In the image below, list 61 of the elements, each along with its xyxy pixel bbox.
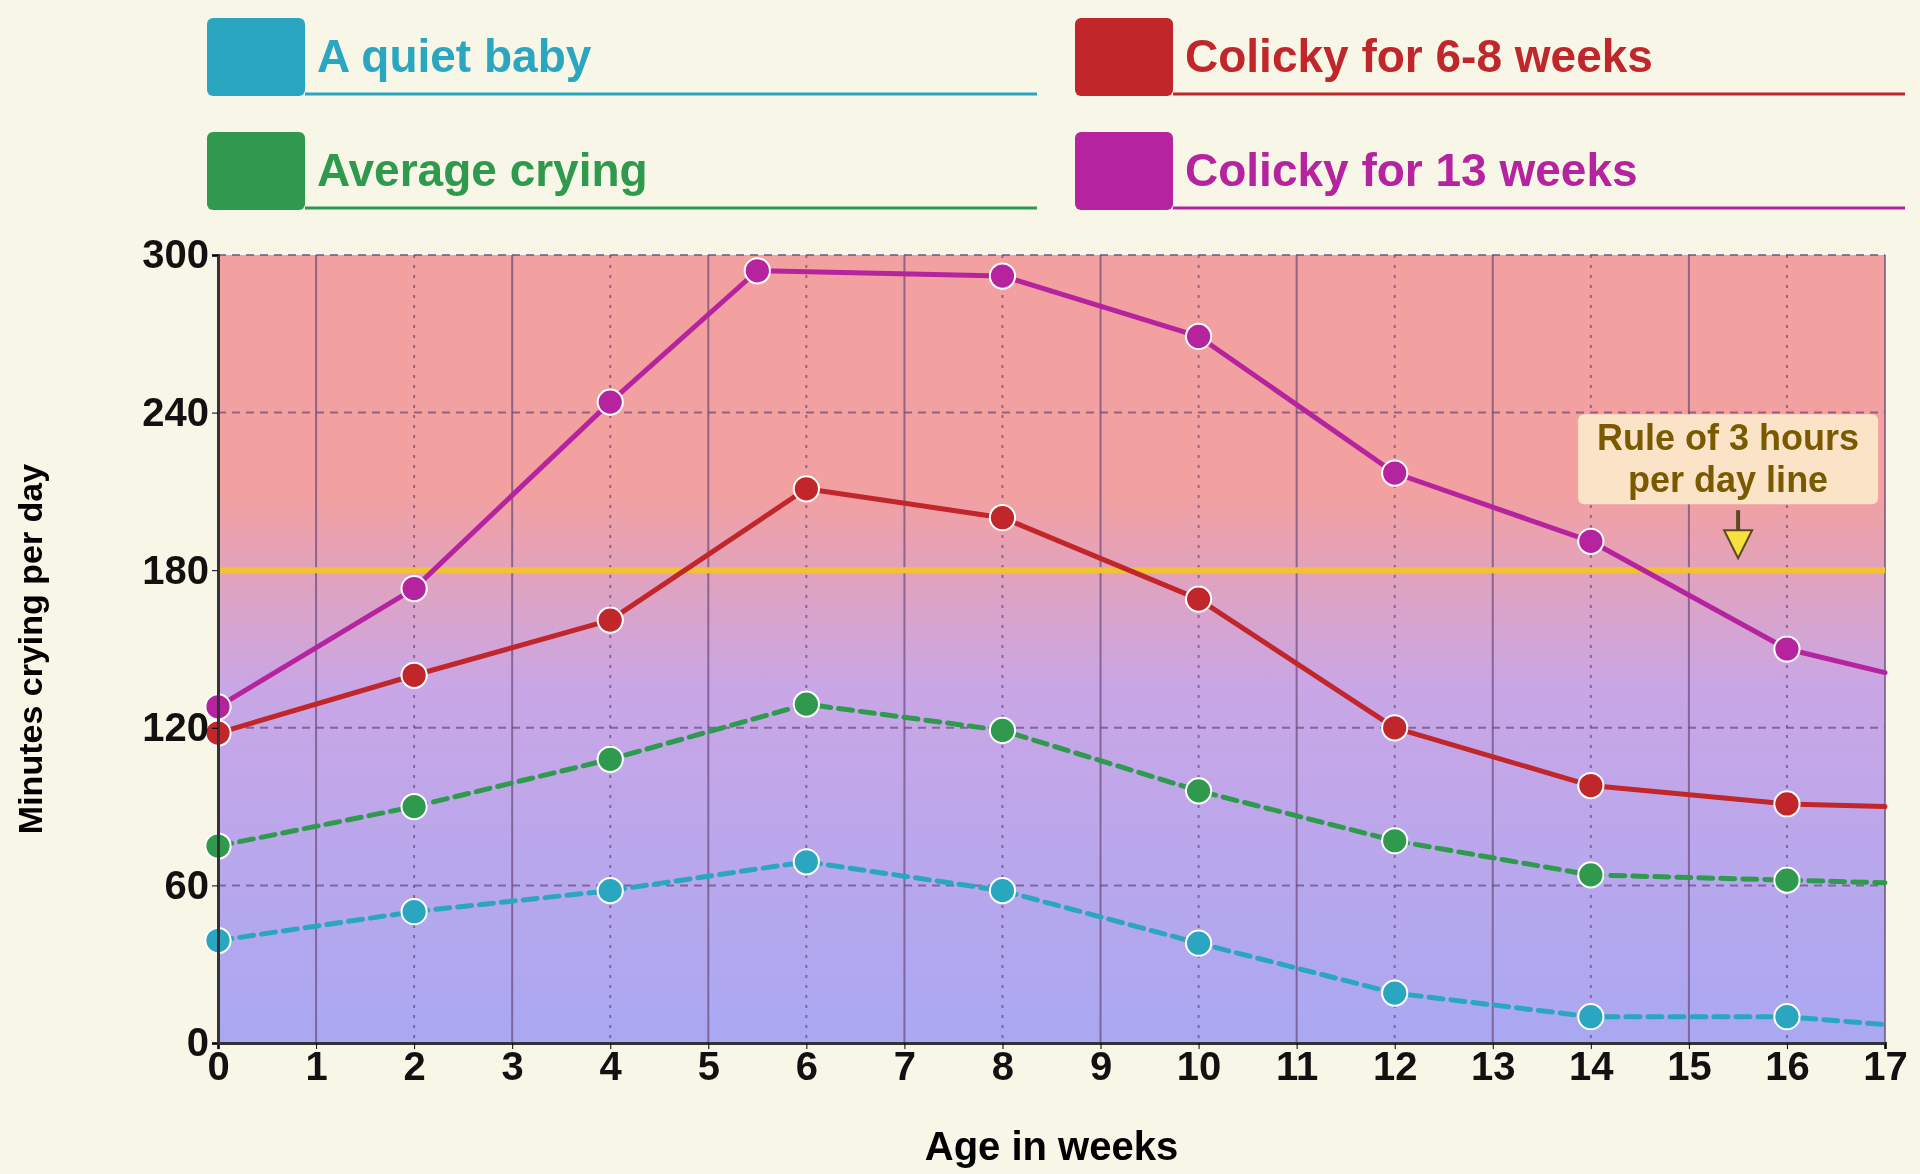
point	[1577, 1003, 1605, 1031]
point	[1184, 322, 1213, 351]
x-tick-label: 5	[697, 1044, 720, 1089]
point	[1381, 714, 1409, 742]
x-tick-label: 7	[893, 1044, 917, 1089]
point	[988, 877, 1017, 905]
point	[988, 262, 1017, 290]
point	[596, 745, 624, 773]
legend-label: A quiet baby	[317, 30, 592, 82]
point	[1577, 527, 1605, 555]
point	[596, 606, 624, 634]
point	[792, 690, 820, 718]
point	[1381, 459, 1409, 487]
x-tick-label: 15	[1667, 1044, 1712, 1089]
x-tick-label: 8	[991, 1044, 1015, 1089]
point	[1773, 790, 1801, 818]
y-tick-label: 180	[142, 547, 209, 592]
point	[400, 793, 428, 821]
point	[1381, 827, 1409, 855]
y-tick-label: 240	[142, 389, 209, 434]
x-tick-label: 3	[501, 1044, 524, 1089]
x-tick-label: 13	[1471, 1044, 1516, 1089]
x-tick-label: 6	[795, 1044, 818, 1089]
x-axis-title: Age in weeks	[924, 1124, 1179, 1168]
point	[400, 898, 428, 926]
point	[792, 475, 820, 503]
point	[1184, 777, 1213, 805]
point	[1184, 585, 1213, 613]
y-tick-label: 60	[164, 862, 209, 907]
point	[1184, 929, 1213, 957]
legend-label: Colicky for 13 weeks	[1185, 144, 1638, 196]
point	[988, 504, 1017, 532]
point	[1773, 866, 1801, 894]
point	[1577, 772, 1605, 800]
x-tick-label: 16	[1765, 1044, 1810, 1089]
x-tick-label: 10	[1176, 1044, 1222, 1089]
point	[1381, 979, 1409, 1007]
point	[400, 575, 428, 603]
point	[743, 257, 771, 285]
legend-label: Colicky for 6-8 weeks	[1185, 30, 1653, 82]
x-tick-label: 12	[1372, 1044, 1418, 1089]
y-tick-label: 300	[142, 232, 209, 277]
y-tick-label: 120	[142, 705, 209, 750]
point	[1773, 635, 1801, 663]
point	[596, 877, 624, 905]
x-tick-label: 2	[403, 1044, 426, 1089]
y-axis-title: Minutes crying per day	[11, 463, 49, 835]
x-tick-label: 14	[1569, 1044, 1615, 1089]
point	[596, 388, 624, 416]
point	[400, 661, 428, 689]
x-tick-label: 9	[1089, 1044, 1113, 1089]
point	[792, 848, 820, 876]
x-tick-label: 4	[599, 1044, 623, 1089]
ref-line-label: Rule of 3 hours per day line	[1597, 417, 1860, 501]
point	[1773, 1003, 1801, 1031]
point	[988, 716, 1017, 745]
point	[1577, 861, 1605, 889]
x-tick-label: 17	[1863, 1044, 1908, 1089]
x-tick-label: 11	[1276, 1044, 1319, 1089]
x-tick-label: 1	[305, 1044, 328, 1089]
legend-label: Average crying	[317, 144, 648, 196]
